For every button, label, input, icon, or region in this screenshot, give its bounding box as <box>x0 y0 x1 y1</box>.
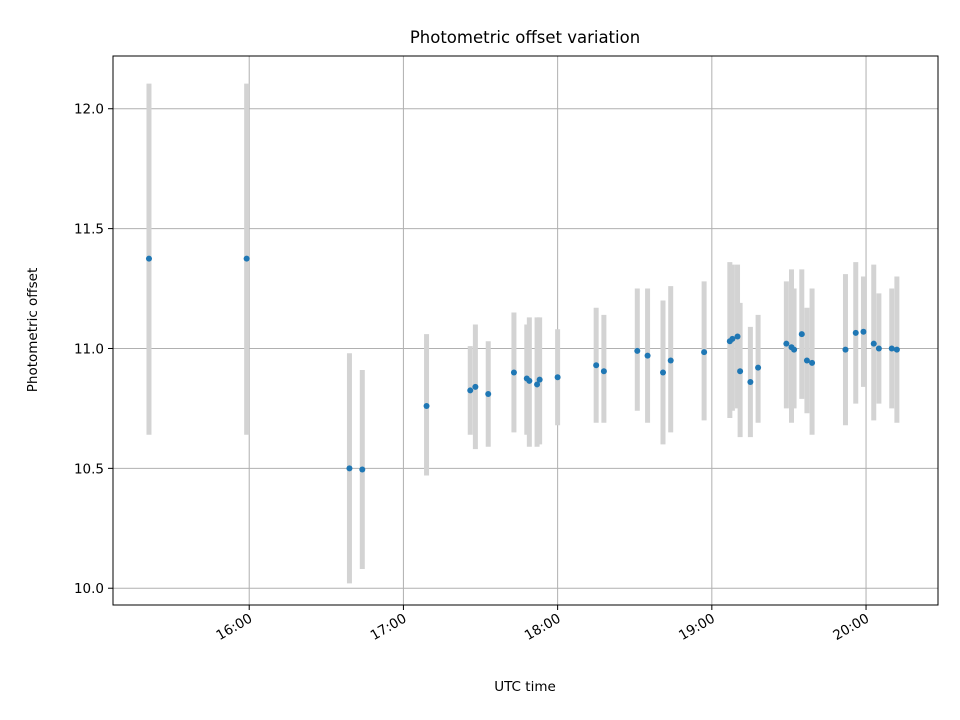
data-point <box>485 391 492 398</box>
data-point <box>798 331 805 338</box>
data-point <box>875 345 882 352</box>
data-point <box>729 335 736 342</box>
y-tick-label: 11.5 <box>74 222 104 238</box>
data-point <box>747 379 754 386</box>
data-point <box>534 381 541 388</box>
data-point <box>809 359 816 366</box>
data-point <box>510 369 517 376</box>
data-point <box>842 346 849 353</box>
y-tick-label: 10.0 <box>74 581 104 597</box>
y-tick-label: 11.0 <box>74 341 104 357</box>
data-point <box>145 255 152 262</box>
data-point <box>755 364 762 371</box>
data-point <box>870 340 877 347</box>
data-point <box>803 357 810 364</box>
data-point <box>852 329 859 336</box>
data-point <box>472 383 479 390</box>
data-point <box>593 362 600 369</box>
data-point <box>860 328 867 335</box>
data-point <box>526 377 533 384</box>
data-point <box>734 333 741 340</box>
data-point <box>660 369 666 376</box>
data-point <box>536 376 543 383</box>
data-point <box>467 387 474 394</box>
data-point <box>667 357 674 364</box>
plot-frame <box>112 55 939 606</box>
data-point <box>893 346 900 353</box>
data-point <box>634 347 641 354</box>
data-point <box>423 403 430 410</box>
x-axis-label: UTC time <box>494 679 556 695</box>
data-point <box>554 374 561 381</box>
y-axis-label: Photometric offset <box>25 268 41 392</box>
data-point <box>888 345 895 352</box>
chart-title: Photometric offset variation <box>410 28 640 47</box>
data-point <box>346 465 353 472</box>
data-point <box>783 340 790 347</box>
data-point <box>600 368 607 375</box>
data-point <box>701 349 708 356</box>
data-point <box>359 466 366 473</box>
data-points <box>145 255 900 473</box>
data-point <box>737 368 744 375</box>
data-point <box>243 255 250 262</box>
y-axis-ticks: 10.0 10.5 11.0 11.5 12.0 <box>74 102 113 597</box>
y-tick-label: 12.0 <box>74 102 104 118</box>
data-point <box>644 352 651 359</box>
data-point <box>791 346 798 353</box>
y-tick-label: 10.5 <box>74 461 104 477</box>
